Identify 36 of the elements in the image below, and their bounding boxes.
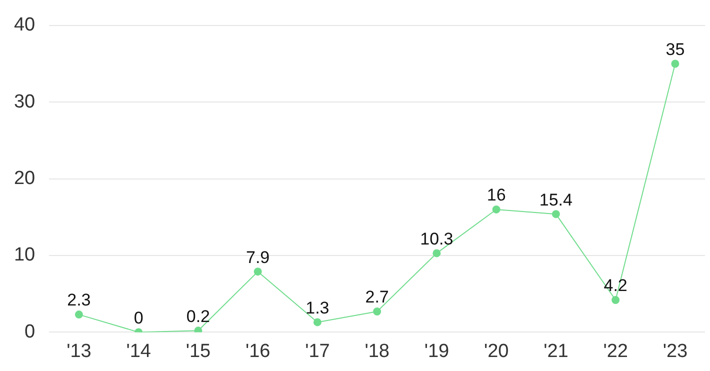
x-tick-label: '19 bbox=[424, 340, 450, 362]
point bbox=[313, 318, 322, 326]
x-tick-label: '20 bbox=[484, 340, 509, 362]
x-tick-label: '13 bbox=[66, 340, 92, 362]
data-label: 35 bbox=[666, 40, 685, 59]
y-tick-label: 0 bbox=[24, 321, 36, 342]
data-label: 2.7 bbox=[365, 288, 389, 307]
point bbox=[254, 268, 262, 276]
point bbox=[373, 307, 382, 316]
x-tick-label: '16 bbox=[245, 340, 270, 362]
point bbox=[74, 310, 83, 319]
point bbox=[432, 249, 441, 258]
x-tick-label: '14 bbox=[126, 340, 152, 362]
data-label: 0 bbox=[134, 308, 144, 328]
y-tick-label: 10 bbox=[14, 244, 36, 266]
y-tick-label: 30 bbox=[14, 91, 36, 112]
x-tick-label: '18 bbox=[364, 340, 390, 362]
data-label: 7.9 bbox=[246, 248, 270, 267]
y-tick-label: 20 bbox=[14, 168, 36, 190]
point bbox=[612, 296, 620, 304]
point bbox=[194, 326, 202, 332]
x-tick-label: '17 bbox=[305, 340, 330, 362]
x-tick-label: '15 bbox=[186, 340, 211, 362]
y-tick-label: 40 bbox=[14, 14, 36, 36]
data-label: 10.3 bbox=[420, 229, 454, 248]
point bbox=[671, 60, 680, 68]
data-label: 15.4 bbox=[539, 190, 572, 210]
point bbox=[492, 205, 500, 214]
x-tick-label: '23 bbox=[662, 340, 688, 362]
data-label: 0.2 bbox=[186, 306, 210, 326]
data-label: 16 bbox=[486, 186, 506, 205]
x-tick-label: '21 bbox=[544, 340, 568, 362]
data-label: 2.3 bbox=[67, 290, 91, 310]
point bbox=[552, 210, 560, 218]
x-tick-label: '22 bbox=[603, 340, 628, 362]
data-label: 1.3 bbox=[306, 298, 330, 318]
